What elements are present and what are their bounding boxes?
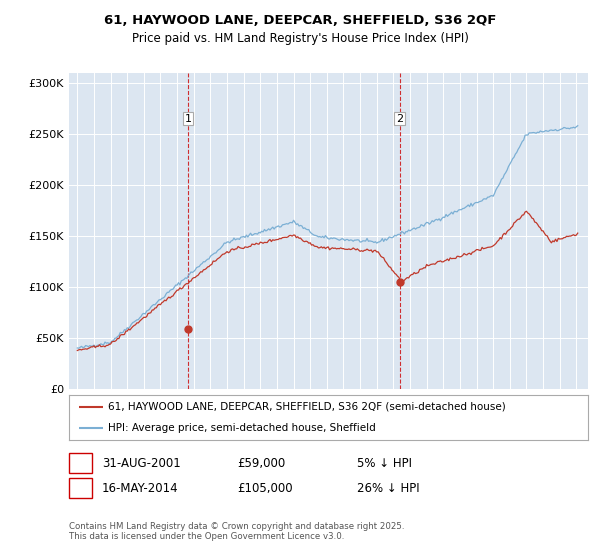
Text: Contains HM Land Registry data © Crown copyright and database right 2025.
This d: Contains HM Land Registry data © Crown c… [69,522,404,542]
Text: 5% ↓ HPI: 5% ↓ HPI [357,456,412,470]
Text: 2: 2 [396,114,403,124]
Text: 16-MAY-2014: 16-MAY-2014 [102,482,179,495]
Text: 26% ↓ HPI: 26% ↓ HPI [357,482,419,495]
Text: 31-AUG-2001: 31-AUG-2001 [102,456,181,470]
Text: 2: 2 [77,482,84,495]
Text: £105,000: £105,000 [237,482,293,495]
Text: HPI: Average price, semi-detached house, Sheffield: HPI: Average price, semi-detached house,… [108,422,376,432]
Text: Price paid vs. HM Land Registry's House Price Index (HPI): Price paid vs. HM Land Registry's House … [131,32,469,45]
Text: £59,000: £59,000 [237,456,285,470]
Text: 61, HAYWOOD LANE, DEEPCAR, SHEFFIELD, S36 2QF: 61, HAYWOOD LANE, DEEPCAR, SHEFFIELD, S3… [104,14,496,27]
Text: 1: 1 [185,114,191,124]
Text: 1: 1 [77,456,84,470]
Text: 61, HAYWOOD LANE, DEEPCAR, SHEFFIELD, S36 2QF (semi-detached house): 61, HAYWOOD LANE, DEEPCAR, SHEFFIELD, S3… [108,402,506,412]
